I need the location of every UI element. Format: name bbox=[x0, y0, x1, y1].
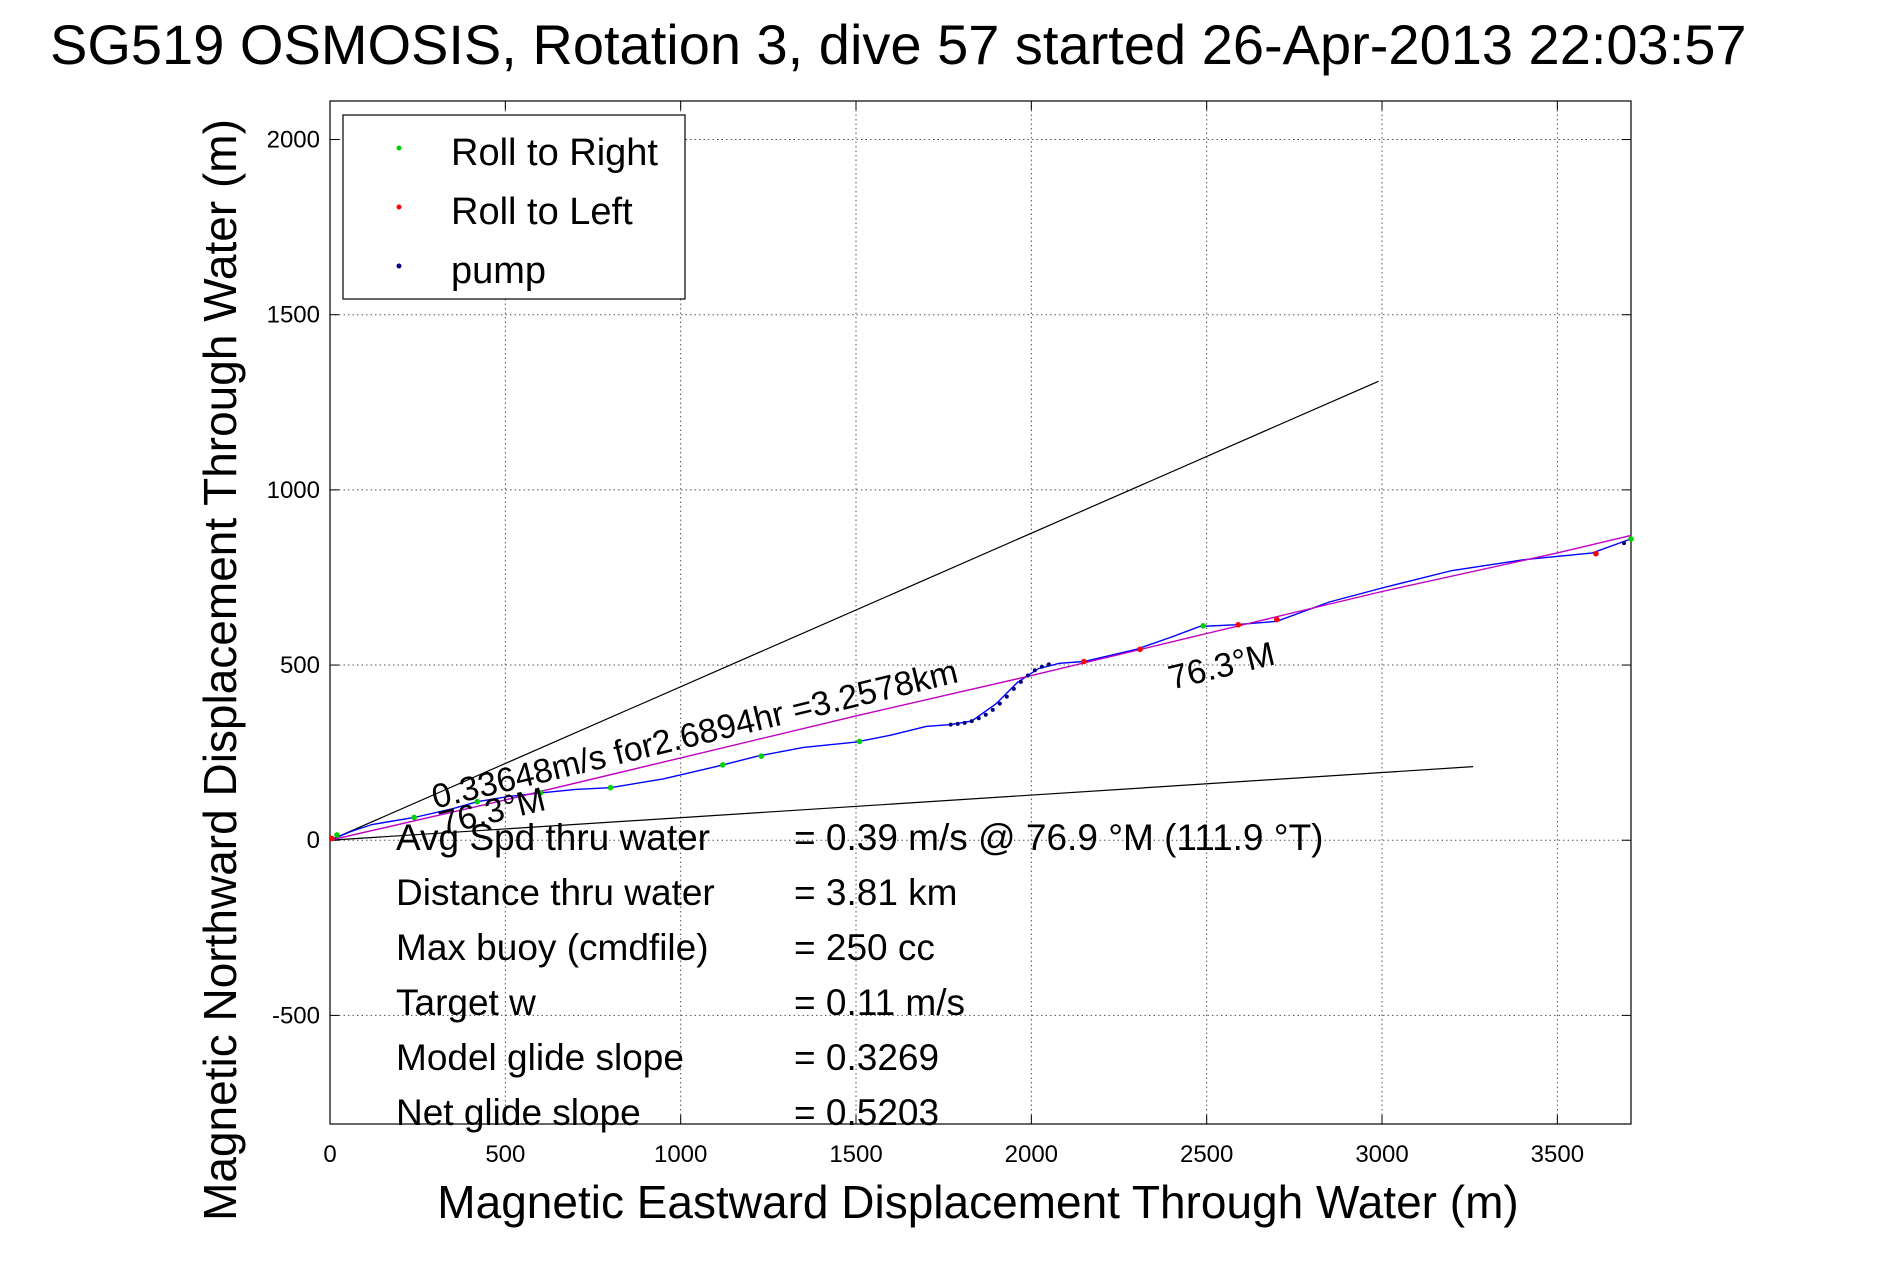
stat-value: = 0.5203 bbox=[794, 1092, 939, 1133]
tick-labels: 0 500 1000 1500 2000 2500 3000 3500 -500 0 500 1000… bbox=[267, 127, 1584, 1168]
roll-left-marker bbox=[328, 835, 335, 842]
stat-value: = 0.39 m/s @ 76.9 °M (111.9 °T) bbox=[794, 817, 1324, 858]
pump-marker bbox=[990, 707, 995, 712]
roll-left-marker bbox=[1137, 646, 1143, 653]
series-markers bbox=[328, 536, 1634, 842]
reference-line bbox=[329, 766, 1474, 841]
stat-label: Net glide slope bbox=[396, 1092, 641, 1133]
pump-marker bbox=[1004, 694, 1009, 699]
pump-marker bbox=[969, 719, 974, 724]
roll-right-marker bbox=[607, 784, 614, 791]
x-axis-label: Magnetic Eastward Displacement Through W… bbox=[437, 1176, 1518, 1228]
stat-value: = 0.11 m/s bbox=[794, 982, 965, 1023]
legend-label: Roll to Right bbox=[451, 132, 658, 174]
pump-marker bbox=[1039, 664, 1044, 669]
pump-marker bbox=[948, 722, 953, 727]
roll-left-marker bbox=[1274, 616, 1280, 623]
stat-value: = 3.81 km bbox=[794, 872, 958, 913]
pump-marker bbox=[962, 720, 967, 725]
x-tick-label: 1500 bbox=[829, 1141, 882, 1168]
legend: Roll to Right Roll to Left pump bbox=[342, 114, 686, 300]
reference-line bbox=[329, 380, 1379, 841]
roll-left-marker bbox=[1593, 550, 1599, 557]
legend-entries: Roll to Right Roll to Left pump bbox=[396, 132, 658, 292]
x-tick-label: 3000 bbox=[1355, 1141, 1408, 1168]
y-tick-label: 500 bbox=[280, 652, 320, 679]
pump-marker bbox=[1046, 662, 1051, 667]
series-line bbox=[329, 534, 1632, 841]
pump-marker bbox=[983, 712, 988, 717]
legend-marker bbox=[396, 145, 402, 151]
stats-block: Avg Spd thru water = 0.39 m/s @ 76.9 °M (… bbox=[396, 817, 1324, 1133]
pump-marker bbox=[997, 701, 1002, 706]
pump-marker bbox=[1025, 673, 1030, 678]
pump-marker bbox=[1011, 686, 1016, 691]
roll-right-marker bbox=[856, 738, 863, 745]
x-tick-label: 0 bbox=[323, 1141, 336, 1168]
y-axis-label: Magnetic Northward Displacement Through … bbox=[194, 119, 246, 1221]
y-tick-label: -500 bbox=[272, 1002, 320, 1029]
roll-right-marker bbox=[1200, 623, 1206, 629]
roll-right-marker bbox=[474, 798, 481, 805]
roll-left-marker bbox=[1235, 621, 1242, 628]
roll-left-marker bbox=[1081, 658, 1087, 665]
y-tick-label: 0 bbox=[307, 827, 320, 854]
legend-label: Roll to Left bbox=[451, 191, 633, 233]
x-tick-label: 500 bbox=[485, 1141, 525, 1168]
roll-right-marker bbox=[719, 762, 726, 768]
x-tick-label: 1000 bbox=[654, 1141, 707, 1168]
stat-label: Model glide slope bbox=[396, 1037, 684, 1078]
stat-label: Distance thru water bbox=[396, 872, 715, 913]
pump-marker bbox=[1018, 679, 1023, 684]
reference-lines bbox=[329, 380, 1474, 841]
stat-value: = 0.3269 bbox=[794, 1037, 939, 1078]
stat-label: Max buoy (cmdfile) bbox=[396, 927, 709, 968]
y-tick-label: 1000 bbox=[267, 477, 320, 504]
stat-value: = 250 cc bbox=[794, 927, 935, 968]
chart-title: SG519 OSMOSIS, Rotation 3, dive 57 start… bbox=[50, 13, 1747, 76]
x-tick-label: 2500 bbox=[1180, 1141, 1233, 1168]
roll-right-marker bbox=[411, 814, 417, 821]
stat-label: Target w bbox=[396, 982, 536, 1023]
y-tick-label: 2000 bbox=[267, 127, 320, 154]
legend-marker bbox=[396, 204, 402, 210]
stat-label: Avg Spd thru water bbox=[396, 817, 710, 858]
pump-marker bbox=[1032, 668, 1037, 673]
legend-marker bbox=[396, 263, 402, 269]
y-tick-label: 1500 bbox=[267, 302, 320, 329]
x-tick-label: 2000 bbox=[1005, 1141, 1058, 1168]
legend-label: pump bbox=[451, 250, 546, 292]
roll-right-marker bbox=[758, 753, 765, 759]
pump-marker bbox=[955, 721, 960, 726]
x-tick-label: 3500 bbox=[1531, 1141, 1584, 1168]
roll-right-marker bbox=[1628, 536, 1634, 542]
pump-marker bbox=[1621, 541, 1626, 546]
roll-right-marker bbox=[334, 832, 340, 838]
roll-right-marker bbox=[537, 790, 544, 796]
pump-marker bbox=[976, 716, 981, 721]
